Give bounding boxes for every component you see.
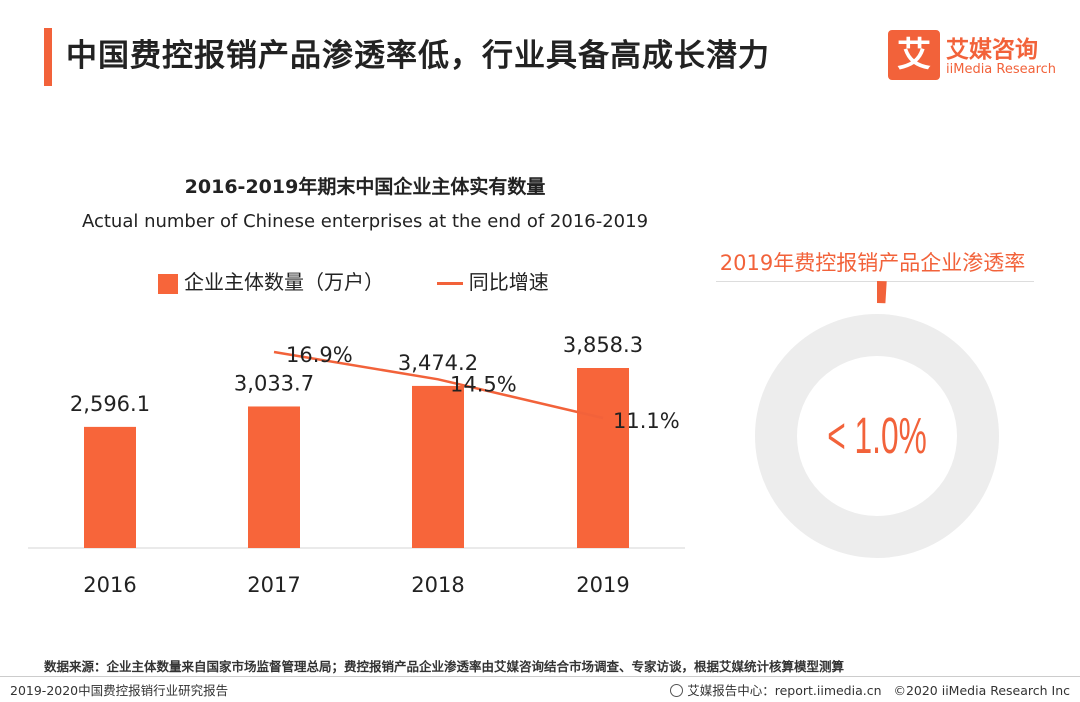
growth-label-2018: 14.5% <box>450 372 517 396</box>
bar-value-label-2016: 2,596.1 <box>70 392 150 416</box>
chart-title: 2016-2019年期末中国企业主体实有数量 <box>184 176 546 198</box>
globe-icon <box>670 684 684 697</box>
bar-2018 <box>412 385 464 548</box>
x-tick-2017: 2017 <box>247 573 300 597</box>
growth-line <box>273 350 604 420</box>
logo-name-en: iiMedia Research <box>946 62 1057 77</box>
title-accent-bar <box>44 28 52 86</box>
legend-item-bar: 企业主体数量（万户） <box>158 266 384 295</box>
bar-2016 <box>84 426 136 548</box>
bar-value-label-2019: 3,858.3 <box>563 333 643 357</box>
bar-value-label-2018: 3,474.2 <box>398 351 478 375</box>
penetration-title: 2019年费控报销产品企业渗透率 <box>719 251 1026 275</box>
x-tick-2018: 2018 <box>411 573 464 597</box>
penetration-value: < 1.0% <box>827 407 926 463</box>
chart-legend: 企业主体数量（万户） 同比增速 <box>158 266 549 295</box>
footer-divider <box>0 676 1080 677</box>
logo-mark: 艾 <box>888 30 940 80</box>
penetration-accent-mark <box>877 281 887 304</box>
legend-line-label: 同比增速 <box>468 270 549 294</box>
report-center-link[interactable]: 艾媒报告中心：report.iimedia.cn <box>687 683 882 698</box>
bar-line-chart: 2,596.1 2016 3,033.7 2017 3,474.2 2018 3,858.3… <box>28 333 685 597</box>
brand-logo: 艾 艾媒咨询 iiMedia Research <box>888 30 1058 84</box>
legend-line-swatch <box>436 282 463 285</box>
penetration-divider <box>716 281 1034 282</box>
legend-bar-swatch <box>158 273 178 294</box>
x-tick-2016: 2016 <box>83 573 136 597</box>
page-title: 中国费控报销产品渗透率低，行业具备高成长潜力 <box>66 38 770 74</box>
legend-bar-label: 企业主体数量（万户） <box>184 270 384 294</box>
logo-name-cn: 艾媒咨询 <box>946 37 1038 63</box>
growth-label-2017: 16.9% <box>286 343 353 367</box>
chart-subtitle: Actual number of Chinese enterprises at … <box>81 211 649 232</box>
data-source-note: 数据来源：企业主体数量来自国家市场监督管理总局；费控报销产品企业渗透率由艾媒咨询… <box>44 659 845 674</box>
x-tick-2019: 2019 <box>576 573 629 597</box>
legend-item-line: 同比增速 <box>436 266 549 295</box>
bar-2019 <box>577 368 629 548</box>
penetration-donut: < 1.0% <box>755 281 999 558</box>
copyright: ©2020 iiMedia Research Inc <box>893 683 1070 698</box>
report-name: 2019-2020中国费控报销行业研究报告 <box>10 683 229 698</box>
growth-label-2019: 11.1% <box>613 409 680 433</box>
donut-ring <box>755 314 999 558</box>
bar-value-label-2017: 3,033.7 <box>234 371 314 395</box>
bar-2017 <box>248 406 300 548</box>
footer-right: 艾媒报告中心：report.iimedia.cn ©2020 iiMedia R… <box>670 680 1070 699</box>
